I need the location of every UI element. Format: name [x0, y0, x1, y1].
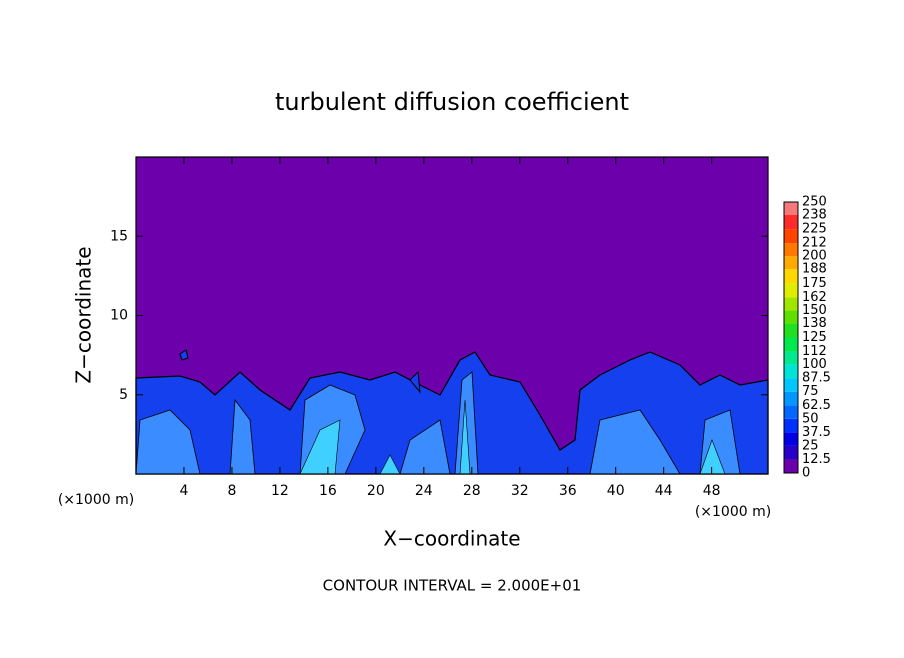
colorbar-swatch [784, 323, 798, 338]
x-axis-label: X−coordinate [383, 527, 520, 551]
footer-note: CONTOUR INTERVAL = 2.000E+01 [323, 577, 582, 595]
x-tick-label: 20 [367, 483, 385, 499]
colorbar-frame [783, 201, 799, 474]
y-tick-label: 15 [110, 228, 128, 244]
colorbar-label: 150 [802, 303, 827, 318]
colorbar-swatch [784, 215, 798, 230]
colorbar-swatch [784, 445, 798, 460]
x-tick-label: 48 [703, 483, 721, 499]
colorbar-label: 37.5 [802, 425, 831, 440]
colorbar-swatch [784, 459, 798, 473]
colorbar-label: 225 [802, 222, 827, 237]
colorbar-label: 212 [802, 236, 827, 251]
colorbar-label: 250 [802, 195, 827, 210]
colorbar-swatch [784, 297, 798, 311]
colorbar-label: 0 [802, 466, 810, 481]
colorbar-label: 112 [802, 344, 827, 359]
colorbar-swatch [784, 351, 798, 365]
colorbar-label: 12.5 [802, 452, 831, 467]
colorbar-label: 87.5 [802, 371, 831, 386]
colorbar-label: 162 [802, 290, 827, 305]
colorbar-swatch [784, 310, 798, 324]
colorbar-label: 175 [802, 276, 827, 291]
x-unit-label: (×1000 m) [58, 492, 134, 508]
colorbar-label: 125 [802, 330, 827, 345]
x-tick-label: 12 [271, 483, 289, 499]
field-blob [135, 371, 741, 475]
x-tick-label: 4 [180, 483, 189, 499]
x-unit-label: (×1000 m) [695, 504, 771, 520]
colorbar-label: 100 [802, 357, 827, 372]
x-tick-label: 36 [559, 483, 577, 499]
colorbar-label: 62.5 [802, 398, 831, 413]
colorbar-swatch [784, 283, 798, 298]
chart-title: turbulent diffusion coefficient [275, 88, 629, 116]
colorbar-label: 238 [802, 208, 827, 223]
colorbar-swatch [784, 337, 798, 352]
contour-field [135, 157, 769, 475]
colorbar-label: 138 [802, 316, 827, 331]
field-blob [299, 399, 726, 475]
colorbar-label: 200 [802, 249, 827, 264]
colorbar-swatch [784, 202, 798, 216]
x-tick-label: 8 [227, 483, 236, 499]
colorbar-swatch [784, 229, 798, 244]
colorbar-label: 75 [802, 384, 819, 399]
colorbar-swatch [784, 391, 798, 406]
colorbar-swatch [784, 405, 798, 419]
x-tick-label: 44 [655, 483, 673, 499]
colorbar-swatch [784, 364, 798, 379]
colorbar-swatch [784, 378, 798, 392]
x-tick-label: 16 [319, 483, 337, 499]
colorbar-label: 50 [802, 411, 819, 426]
x-tick-label: 24 [415, 483, 433, 499]
colorbar-label: 25 [802, 438, 819, 453]
y-tick-label: 10 [110, 308, 128, 324]
y-axis-label: Z−coordinate [72, 246, 96, 383]
colorbar-swatch [784, 269, 798, 284]
colorbar-label: 188 [802, 262, 827, 277]
colorbar-swatch [784, 418, 798, 433]
x-tick-label: 40 [607, 483, 625, 499]
colorbar-swatch [784, 432, 798, 446]
field-blob [179, 349, 421, 394]
colorbar-swatch [784, 243, 798, 257]
colorbar-swatch [784, 256, 798, 270]
x-tick-label: 28 [463, 483, 481, 499]
y-tick-label: 5 [119, 387, 128, 403]
x-tick-label: 32 [511, 483, 529, 499]
